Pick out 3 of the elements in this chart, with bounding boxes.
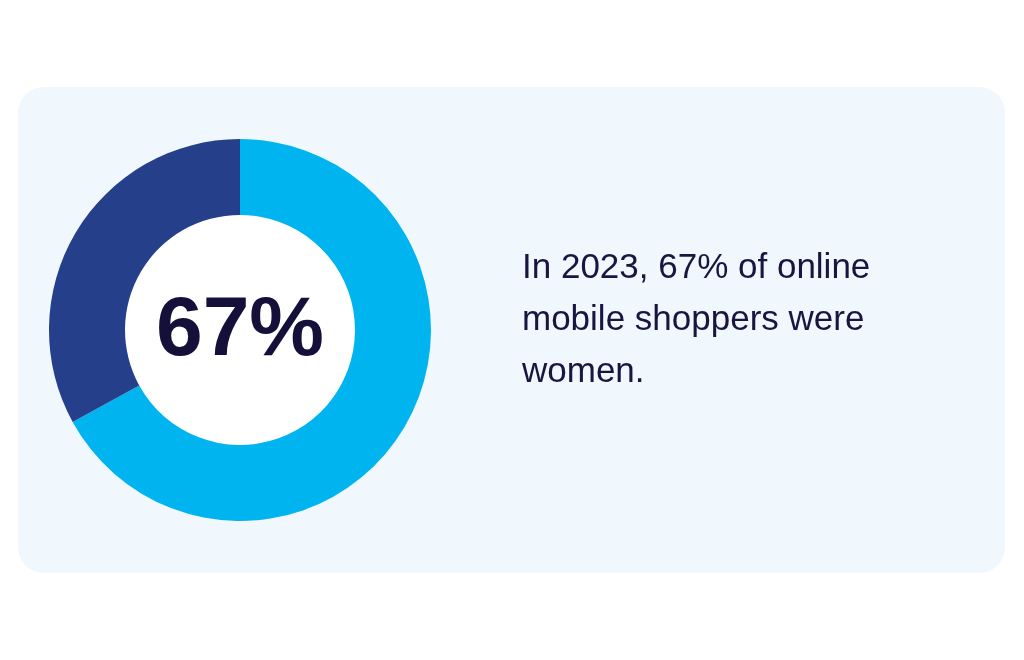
data-label: 67% bbox=[155, 279, 325, 373]
text: In 2023, 67% of online mobile shoppers were women. bbox=[522, 245, 872, 391]
donut-slice bbox=[72, 139, 431, 521]
